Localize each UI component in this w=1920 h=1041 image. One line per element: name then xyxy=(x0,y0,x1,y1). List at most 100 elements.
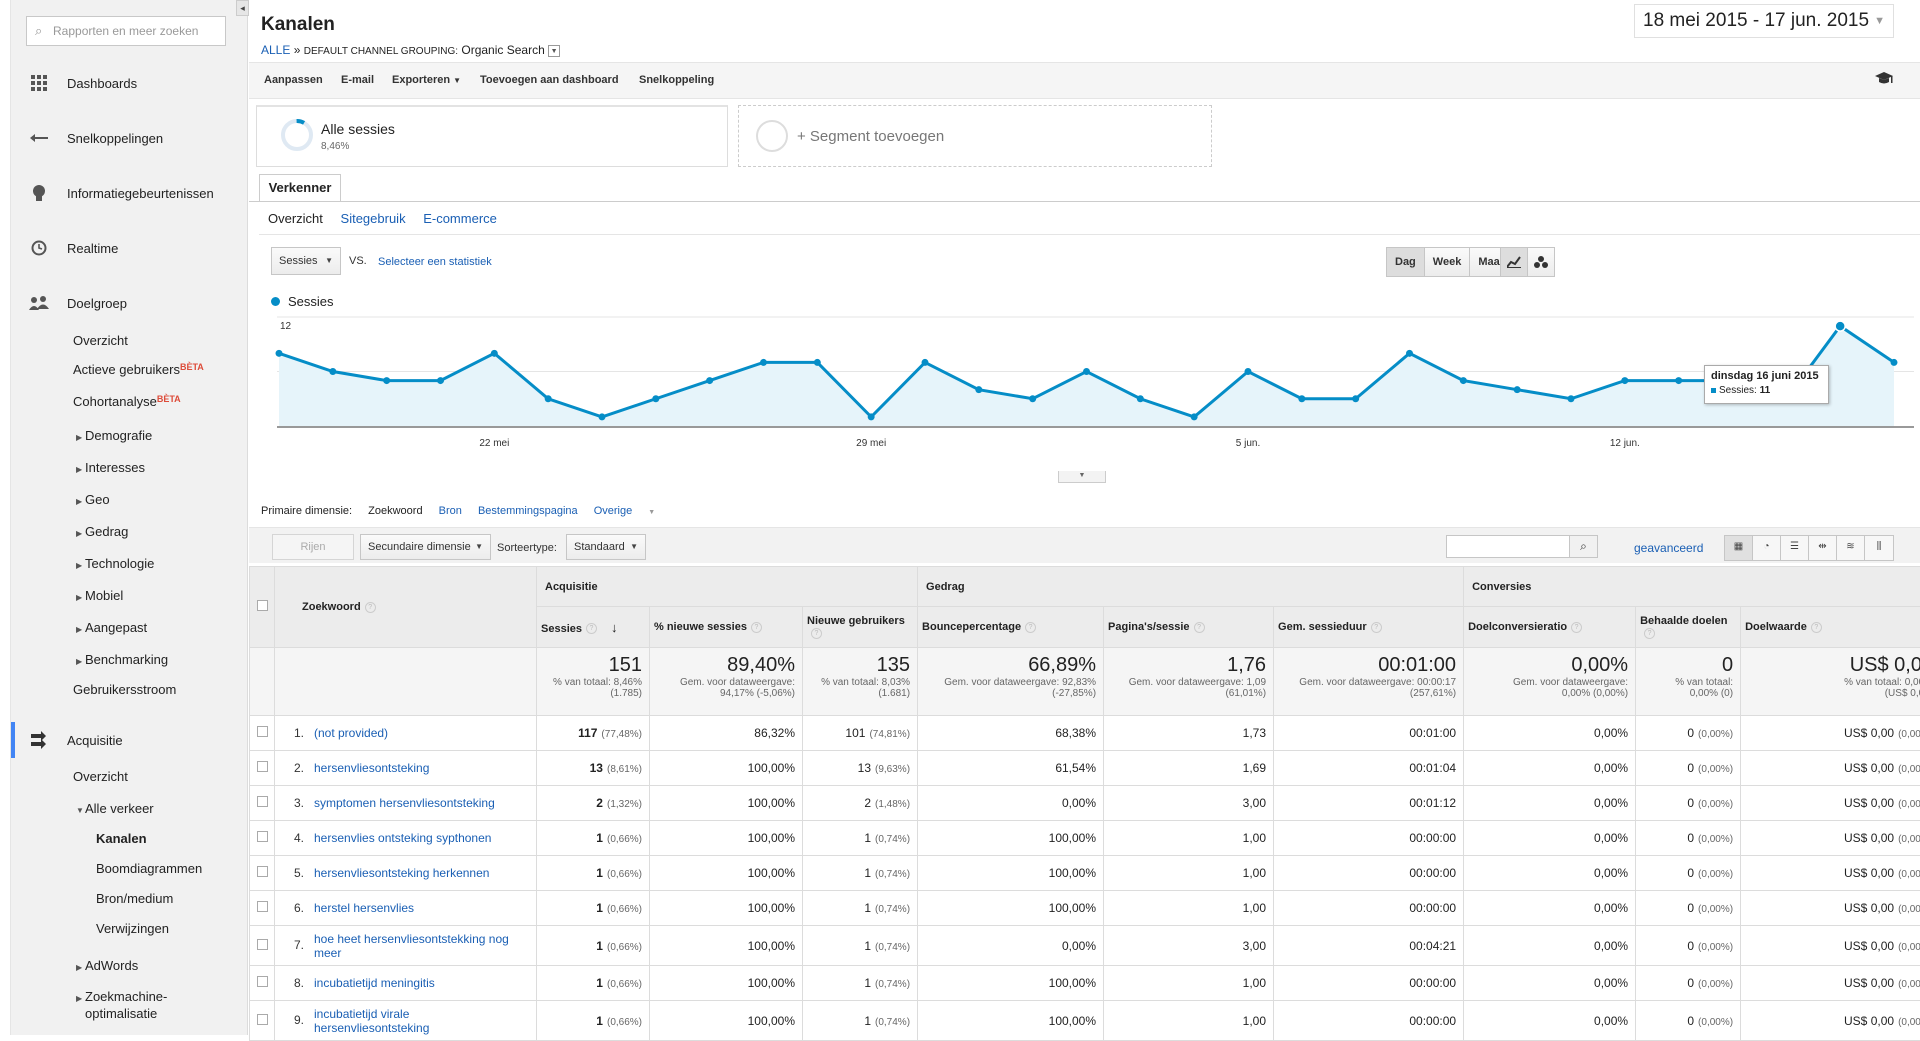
sidebar-item-channels[interactable]: Kanalen xyxy=(96,831,147,846)
sidebar-item-interests[interactable]: ▶Interesses xyxy=(76,460,145,475)
select-metric-link[interactable]: Selecteer een statistiek xyxy=(378,256,492,268)
row-checkbox[interactable] xyxy=(257,796,268,807)
row-checkbox[interactable] xyxy=(257,866,268,877)
select-all-checkbox[interactable] xyxy=(257,600,268,611)
sidebar-item-all-traffic[interactable]: ▼Alle verkeer xyxy=(76,801,154,816)
sidebar-item-source-medium[interactable]: Bron/medium xyxy=(96,891,173,906)
keyword-link[interactable]: herstel hersenvlies xyxy=(314,901,414,915)
chart-resize-handle[interactable]: ▼ xyxy=(1058,471,1106,483)
row-checkbox[interactable] xyxy=(257,939,268,950)
export-button[interactable]: Exporteren ▼ xyxy=(392,74,461,86)
sidebar-item-adwords[interactable]: ▶AdWords xyxy=(76,958,138,973)
sidebar-item-mobile[interactable]: ▶Mobiel xyxy=(76,588,123,603)
keyword-link[interactable]: hoe heet hersenvliesontstekking nog meer xyxy=(314,932,509,960)
tab-explorer[interactable]: Verkenner xyxy=(259,174,341,202)
total-cell: 66,89%Gem. voor dataweergave: 92,83%(-27… xyxy=(918,648,1104,716)
keyword-link[interactable]: symptomen hersenvliesontsteking xyxy=(314,796,495,810)
pivot-icon[interactable]: ⫼ xyxy=(1865,536,1893,560)
column-header[interactable]: Gem. sessieduur? xyxy=(1274,607,1464,648)
keyword-link[interactable]: hersenvliesontsteking herkennen xyxy=(314,866,489,880)
dimension-landing-page[interactable]: Bestemmingspagina xyxy=(478,505,578,517)
email-button[interactable]: E-mail xyxy=(341,74,374,86)
sidebar-item-realtime[interactable]: Realtime xyxy=(11,228,248,268)
sort-type-select[interactable]: Standaard ▼ xyxy=(566,534,646,560)
row-checkbox[interactable] xyxy=(257,901,268,912)
subtab-overview[interactable]: Overzicht xyxy=(268,211,323,226)
breadcrumb-dropdown-button[interactable]: ▼ xyxy=(548,45,560,57)
dimension-source[interactable]: Bron xyxy=(439,505,462,517)
metric-select[interactable]: Sessies ▼ xyxy=(271,247,341,275)
add-to-dashboard-button[interactable]: Toevoegen aan dashboard xyxy=(480,74,619,86)
term-cloud-icon[interactable]: ≋ xyxy=(1837,536,1865,560)
search-icon[interactable]: ⌕ xyxy=(1569,536,1597,557)
dimension-keyword[interactable]: Zoekwoord xyxy=(368,505,422,517)
sidebar-item-intelligence[interactable]: Informatiegebeurtenissen xyxy=(11,173,248,213)
collapse-sidebar-button[interactable]: ◂ xyxy=(236,0,249,16)
sidebar-item-users-flow[interactable]: Gebruikersstroom xyxy=(73,682,176,697)
column-header[interactable]: Doelwaarde? xyxy=(1741,607,1920,648)
sidebar-item-cohort[interactable]: CohortanalyseBÈTA xyxy=(73,394,181,409)
column-header[interactable]: Behaalde doelen? xyxy=(1636,607,1741,648)
sidebar-item-acquisition[interactable]: Acquisitie xyxy=(11,720,248,760)
keyword-link[interactable]: hersenvlies ontsteking sypthonen xyxy=(314,831,491,845)
row-checkbox[interactable] xyxy=(257,1014,268,1025)
comparison-icon[interactable]: ⇹ xyxy=(1809,536,1837,560)
subtab-ecommerce[interactable]: E-commerce xyxy=(423,211,497,226)
sidebar-item-dashboards[interactable]: Dashboards xyxy=(11,63,248,103)
column-header[interactable]: Nieuwe gebruikers? xyxy=(803,607,918,648)
sidebar-item-active-users[interactable]: Actieve gebruikersBÈTA xyxy=(73,362,204,377)
row-checkbox[interactable] xyxy=(257,761,268,772)
sidebar-item-seo[interactable]: ▶Zoekmachine-optimalisatie xyxy=(76,989,167,1021)
shortcut-button[interactable]: Snelkoppeling xyxy=(639,74,714,86)
search-input[interactable]: ⌕ Rapporten en meer zoeken xyxy=(26,16,226,46)
column-header[interactable]: Sessies?↓ xyxy=(537,607,650,648)
sidebar-item-acq-overview[interactable]: Overzicht xyxy=(73,769,128,784)
bounce-rate-cell: 100,00% xyxy=(918,821,1104,856)
sidebar-item-geo[interactable]: ▶Geo xyxy=(76,492,110,507)
keyword-link[interactable]: hersenvliesontsteking xyxy=(314,761,429,775)
advanced-filter-link[interactable]: geavanceerd xyxy=(1634,541,1703,555)
keyword-link[interactable]: incubatietijd meningitis xyxy=(314,976,435,990)
keyword-column-header[interactable]: Zoekwoord? xyxy=(275,567,537,648)
period-week-button[interactable]: Week xyxy=(1425,248,1471,276)
subtab-site-usage[interactable]: Sitegebruik xyxy=(341,211,406,226)
sidebar-item-demographics[interactable]: ▶Demografie xyxy=(76,428,152,443)
pie-chart-icon[interactable]: ◔ xyxy=(1753,536,1781,560)
period-day-button[interactable]: Dag xyxy=(1387,248,1425,276)
sidebar-item-custom[interactable]: ▶Aangepast xyxy=(76,620,147,635)
dimension-other[interactable]: Overige ▼ xyxy=(594,505,669,517)
column-header[interactable]: Pagina's/sessie? xyxy=(1104,607,1274,648)
sidebar-item-referrals[interactable]: Verwijzingen xyxy=(96,921,169,936)
segment-all-sessions[interactable]: Alle sessies 8,46% xyxy=(256,105,728,167)
row-checkbox[interactable] xyxy=(257,976,268,987)
keyword-link[interactable]: incubatietijd virale hersenvliesontsteki… xyxy=(314,1007,429,1035)
column-header[interactable]: Bouncepercentage? xyxy=(918,607,1104,648)
column-header[interactable]: Doelconversieratio? xyxy=(1464,607,1636,648)
sidebar-item-benchmarking[interactable]: ▶Benchmarking xyxy=(76,652,168,667)
sort-type-value: Standaard xyxy=(574,541,625,553)
breadcrumb-all-link[interactable]: ALLE xyxy=(261,43,290,57)
performance-icon[interactable]: ☰ xyxy=(1781,536,1809,560)
sidebar-item-behavior[interactable]: ▶Gedrag xyxy=(76,524,128,539)
goal-value-percent: (0,00%) xyxy=(1898,729,1920,740)
row-checkbox[interactable] xyxy=(257,831,268,842)
column-header[interactable]: % nieuwe sessies? xyxy=(650,607,803,648)
secondary-dimension-select[interactable]: Secundaire dimensie ▼ xyxy=(360,534,491,560)
motion-chart-icon[interactable] xyxy=(1528,248,1554,276)
sessions-value: 1 xyxy=(596,1014,603,1028)
date-range-picker[interactable]: 18 mei 2015 - 17 jun. 2015 ▼ xyxy=(1634,4,1894,38)
add-segment-button[interactable]: + Segment toevoegen xyxy=(738,105,1212,167)
customize-button[interactable]: Aanpassen xyxy=(264,74,323,86)
keyword-link[interactable]: (not provided) xyxy=(314,726,388,740)
row-checkbox[interactable] xyxy=(257,726,268,737)
graduation-cap-icon[interactable] xyxy=(1874,71,1894,89)
data-table-icon[interactable]: ▦ xyxy=(1725,536,1753,560)
sidebar-item-technology[interactable]: ▶Technologie xyxy=(76,556,154,571)
plot-rows-button[interactable]: Rijen weergeven xyxy=(272,534,354,560)
sidebar-item-treemaps[interactable]: Boomdiagrammen xyxy=(96,861,202,876)
sidebar-item-shortcuts[interactable]: Snelkoppelingen xyxy=(11,118,248,158)
sidebar-item-audience[interactable]: Doelgroep xyxy=(11,283,248,323)
table-search-input[interactable]: ⌕ xyxy=(1446,535,1598,558)
line-chart-icon[interactable] xyxy=(1501,248,1528,276)
sidebar-item-overview[interactable]: Overzicht xyxy=(73,333,128,348)
